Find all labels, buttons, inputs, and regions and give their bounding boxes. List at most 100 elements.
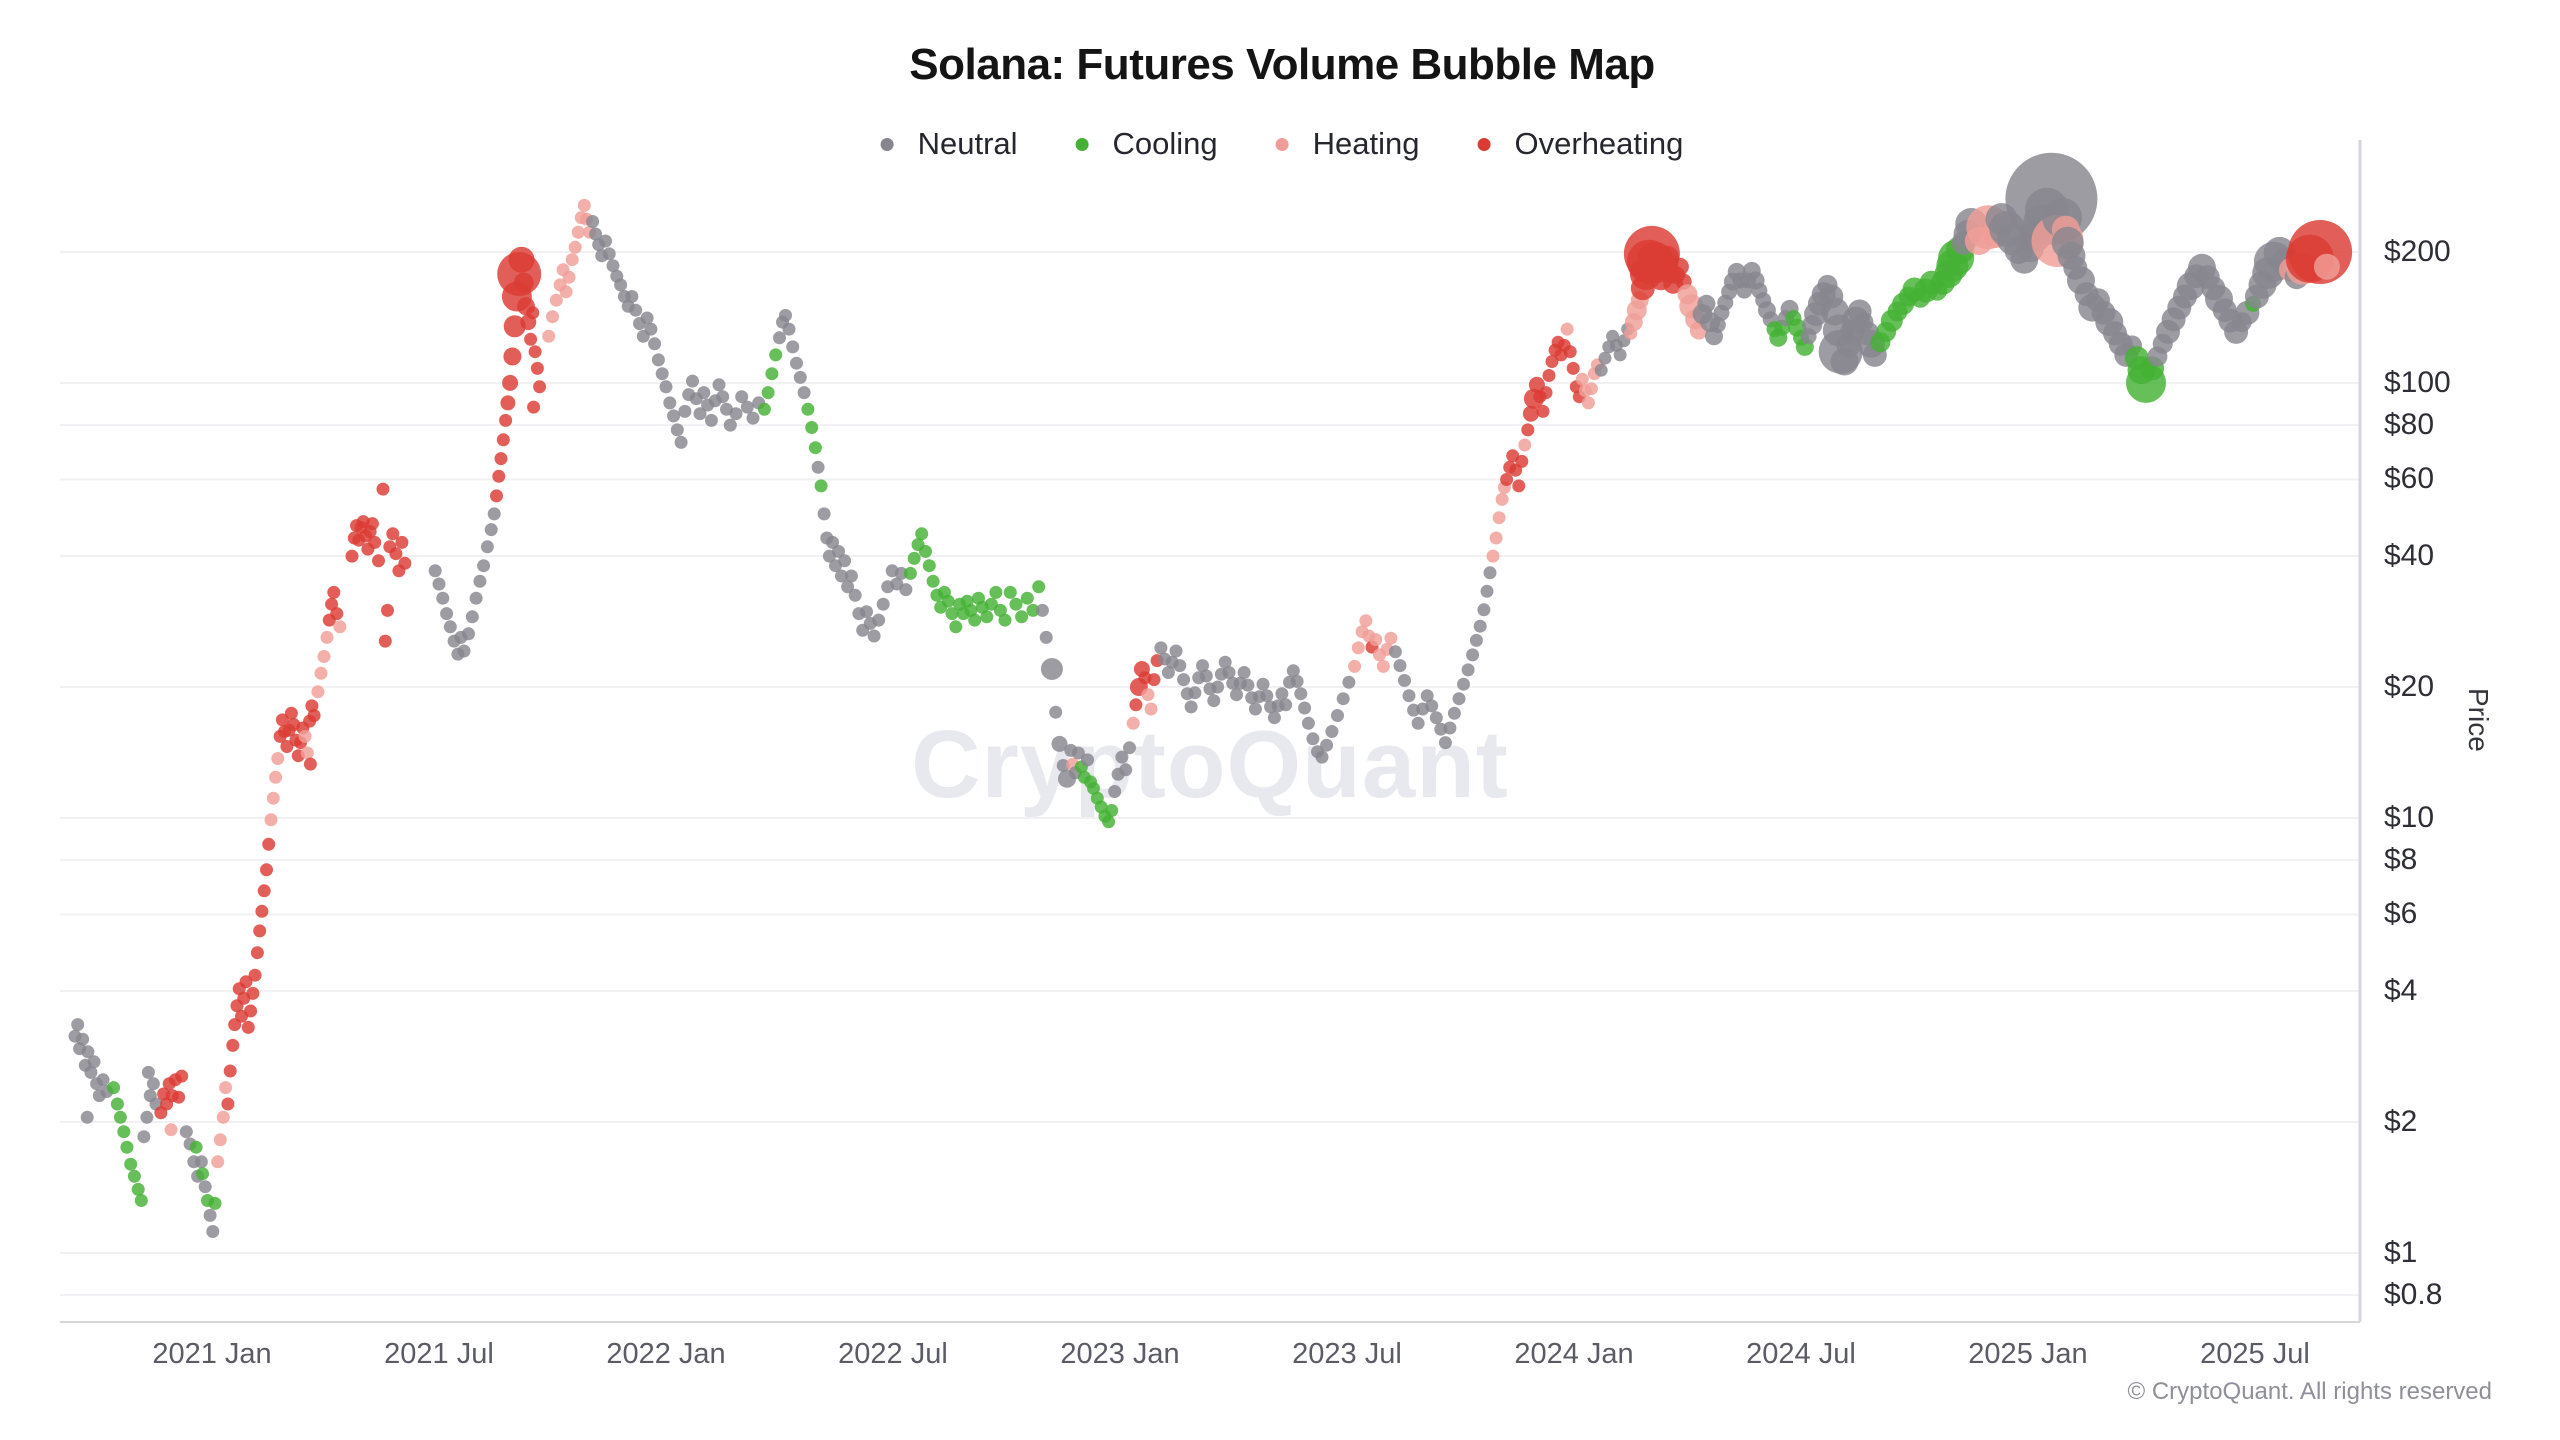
bubble-neutral[interactable] <box>1393 659 1407 673</box>
bubble-neutral[interactable] <box>81 1045 95 1059</box>
bubble-neutral[interactable] <box>1398 674 1411 687</box>
bubble-neutral[interactable] <box>599 234 612 248</box>
bubble-neutral[interactable] <box>1115 750 1129 764</box>
bubble-neutral[interactable] <box>648 337 662 351</box>
bubble-heating[interactable] <box>1584 382 1598 396</box>
bubble-cooling[interactable] <box>1032 580 1046 594</box>
bubble-neutral[interactable] <box>655 367 669 381</box>
bubble-neutral[interactable] <box>137 1130 151 1144</box>
bubble-overheating[interactable] <box>1545 355 1559 368</box>
bubble-heating[interactable] <box>1492 511 1506 525</box>
bubble-cooling[interactable] <box>757 402 771 416</box>
bubble-neutral[interactable] <box>1697 294 1716 313</box>
bubble-overheating[interactable] <box>1129 698 1143 712</box>
bubble-neutral[interactable] <box>773 331 786 345</box>
bubble-cooling[interactable] <box>765 367 779 381</box>
bubble-heating[interactable] <box>1560 322 1574 336</box>
bubble-neutral[interactable] <box>1315 750 1329 764</box>
bubble-neutral[interactable] <box>146 1077 160 1091</box>
bubble-overheating[interactable] <box>376 482 390 496</box>
bubble-neutral[interactable] <box>867 629 881 643</box>
bubble-neutral[interactable] <box>80 1110 94 1124</box>
bubble-neutral[interactable] <box>1447 706 1461 720</box>
bubble-overheating[interactable] <box>1542 369 1556 382</box>
bubble-neutral[interactable] <box>746 411 760 425</box>
bubble-cooling[interactable] <box>1015 610 1029 624</box>
bubble-neutral[interactable] <box>1402 689 1416 703</box>
bubble-neutral[interactable] <box>1613 348 1627 362</box>
bubble-neutral[interactable] <box>436 591 450 605</box>
bubble-overheating[interactable] <box>524 332 538 346</box>
bubble-neutral[interactable] <box>473 574 487 588</box>
bubble-neutral[interactable] <box>1161 666 1175 679</box>
bubble-cooling[interactable] <box>120 1140 134 1154</box>
bubble-neutral[interactable] <box>198 1180 212 1194</box>
bubble-neutral[interactable] <box>1108 785 1122 798</box>
bubble-heating[interactable] <box>1348 659 1362 673</box>
bubble-neutral[interactable] <box>1429 711 1443 725</box>
bubble-cooling[interactable] <box>968 613 982 627</box>
bubble-cooling[interactable] <box>1020 591 1034 605</box>
bubble-neutral[interactable] <box>1483 566 1497 580</box>
bubble-cooling[interactable] <box>131 1182 145 1196</box>
bubble-cooling[interactable] <box>805 421 819 434</box>
bubble-heating[interactable] <box>271 752 285 765</box>
bubble-cooling[interactable] <box>926 574 940 588</box>
bubble-overheating[interactable] <box>1670 257 1689 276</box>
bubble-neutral[interactable] <box>1443 721 1457 735</box>
bubble-neutral[interactable] <box>614 278 628 292</box>
bubble-neutral[interactable] <box>1040 658 1063 680</box>
bubble-heating[interactable] <box>565 253 579 267</box>
bubble-neutral[interactable] <box>1286 664 1300 678</box>
bubble-neutral[interactable] <box>899 583 913 597</box>
bubble-overheating[interactable] <box>530 361 544 375</box>
bubble-heating[interactable] <box>1486 549 1500 563</box>
bubble-overheating[interactable] <box>1147 673 1161 687</box>
bubble-overheating[interactable] <box>250 946 264 960</box>
bubble-neutral[interactable] <box>894 566 908 580</box>
bubble-heating[interactable] <box>266 791 280 805</box>
bubble-cooling[interactable] <box>949 620 963 634</box>
bubble-heating[interactable] <box>1126 716 1140 730</box>
bubble-neutral[interactable] <box>667 409 681 423</box>
bubble-heating[interactable] <box>269 770 283 784</box>
bubble-neutral[interactable] <box>716 390 730 404</box>
bubble-heating[interactable] <box>1351 641 1365 655</box>
bubble-heating[interactable] <box>164 1123 178 1137</box>
bubble-neutral[interactable] <box>817 507 831 521</box>
bubble-neutral[interactable] <box>1298 701 1312 715</box>
bubble-neutral[interactable] <box>1035 603 1049 617</box>
bubble-neutral[interactable] <box>1301 716 1315 730</box>
bubble-heating[interactable] <box>213 1133 227 1147</box>
bubble-neutral[interactable] <box>678 404 692 418</box>
bubble-cooling[interactable] <box>1003 585 1017 599</box>
bubble-overheating[interactable] <box>528 345 542 359</box>
bubble-heating[interactable] <box>1144 702 1158 716</box>
bubble-overheating[interactable] <box>526 306 540 320</box>
bubble-neutral[interactable] <box>860 605 873 619</box>
bubble-overheating[interactable] <box>368 535 382 549</box>
bubble-neutral[interactable] <box>735 390 749 404</box>
bubble-neutral[interactable] <box>179 1125 193 1139</box>
bubble-cooling[interactable] <box>196 1167 209 1181</box>
bubble-overheating[interactable] <box>500 395 516 411</box>
bubble-heating[interactable] <box>333 620 347 634</box>
bubble-cooling[interactable] <box>903 566 917 580</box>
bubble-neutral[interactable] <box>480 540 494 554</box>
bubble-heating[interactable] <box>298 729 312 743</box>
bubble-overheating[interactable] <box>1563 345 1577 359</box>
bubble-neutral[interactable] <box>1294 687 1308 701</box>
bubble-overheating[interactable] <box>172 1090 186 1104</box>
bubble-neutral[interactable] <box>477 559 491 573</box>
bubble-overheating[interactable] <box>275 713 289 727</box>
bubble-overheating[interactable] <box>257 884 271 898</box>
bubble-cooling[interactable] <box>769 348 783 362</box>
bubble-neutral[interactable] <box>835 569 848 583</box>
bubble-heating[interactable] <box>1376 659 1390 673</box>
bubble-neutral[interactable] <box>790 356 803 370</box>
bubble-neutral[interactable] <box>1275 687 1289 701</box>
bubble-overheating[interactable] <box>1522 405 1539 422</box>
bubble-overheating[interactable] <box>395 535 409 549</box>
bubble-cooling[interactable] <box>1105 804 1119 817</box>
bubble-overheating[interactable] <box>1512 479 1526 493</box>
